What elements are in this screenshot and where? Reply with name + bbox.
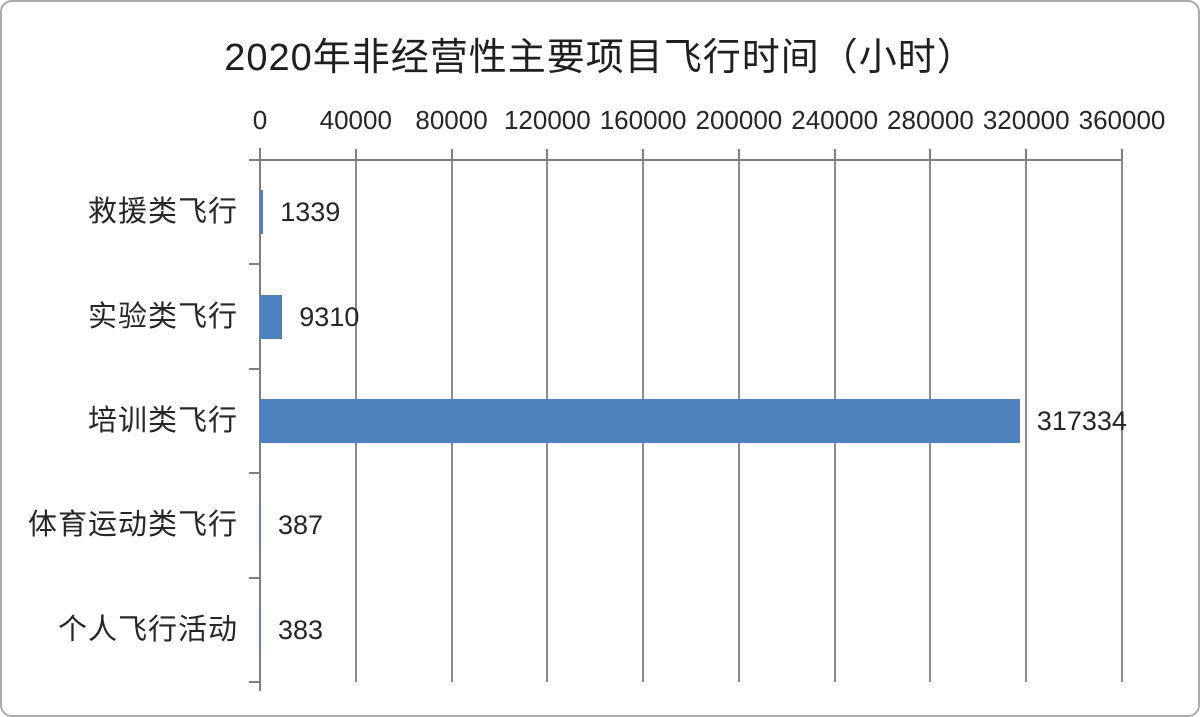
x-axis-tick bbox=[929, 149, 932, 160]
bar bbox=[260, 503, 261, 548]
x-tick-label: 80000 bbox=[415, 105, 488, 135]
category-label: 个人飞行活动 bbox=[57, 613, 238, 646]
y-axis-tick bbox=[249, 472, 260, 475]
bar bbox=[260, 399, 1020, 443]
x-axis-tick bbox=[450, 149, 453, 160]
x-tick-label: 360000 bbox=[1078, 105, 1166, 135]
x-axis-tick bbox=[546, 149, 549, 160]
value-label: 9310 bbox=[299, 301, 360, 332]
x-tick-label: 200000 bbox=[695, 105, 783, 135]
bar bbox=[260, 294, 283, 339]
x-axis-tick bbox=[642, 149, 645, 160]
category-label: 培训类飞行 bbox=[87, 405, 238, 437]
y-axis-tick bbox=[249, 576, 260, 579]
x-tick-label: 40000 bbox=[319, 105, 392, 135]
x-axis-tick bbox=[1025, 149, 1028, 160]
value-label: 317334 bbox=[1036, 406, 1127, 436]
x-tick-label: 160000 bbox=[599, 105, 687, 135]
x-axis-tick bbox=[833, 149, 836, 160]
x-tick-label: 280000 bbox=[887, 105, 974, 135]
value-label: 1339 bbox=[280, 197, 341, 228]
x-tick-label: 320000 bbox=[982, 105, 1070, 135]
bar bbox=[260, 190, 264, 235]
category-label: 救援类飞行 bbox=[87, 196, 238, 229]
bar bbox=[260, 607, 261, 652]
x-tick-label: 0 bbox=[252, 105, 268, 135]
x-tick-label: 120000 bbox=[503, 105, 591, 135]
category-label: 实验类飞行 bbox=[87, 300, 238, 333]
gridline bbox=[1025, 160, 1028, 682]
y-axis-tick bbox=[249, 263, 260, 266]
value-label: 383 bbox=[278, 614, 324, 645]
x-axis-line bbox=[249, 159, 1123, 161]
x-tick-label: 240000 bbox=[791, 105, 879, 135]
chart-title: 2020年非经营性主要项目飞行时间（小时） bbox=[224, 37, 976, 79]
x-axis-tick bbox=[737, 149, 740, 160]
category-label: 体育运动类飞行 bbox=[27, 509, 238, 542]
x-axis-tick bbox=[354, 149, 357, 160]
y-axis-tick bbox=[249, 681, 260, 683]
gridline bbox=[1121, 160, 1123, 682]
x-axis-tick bbox=[1121, 149, 1123, 160]
value-label: 387 bbox=[278, 510, 324, 541]
y-axis-tick bbox=[249, 367, 260, 370]
